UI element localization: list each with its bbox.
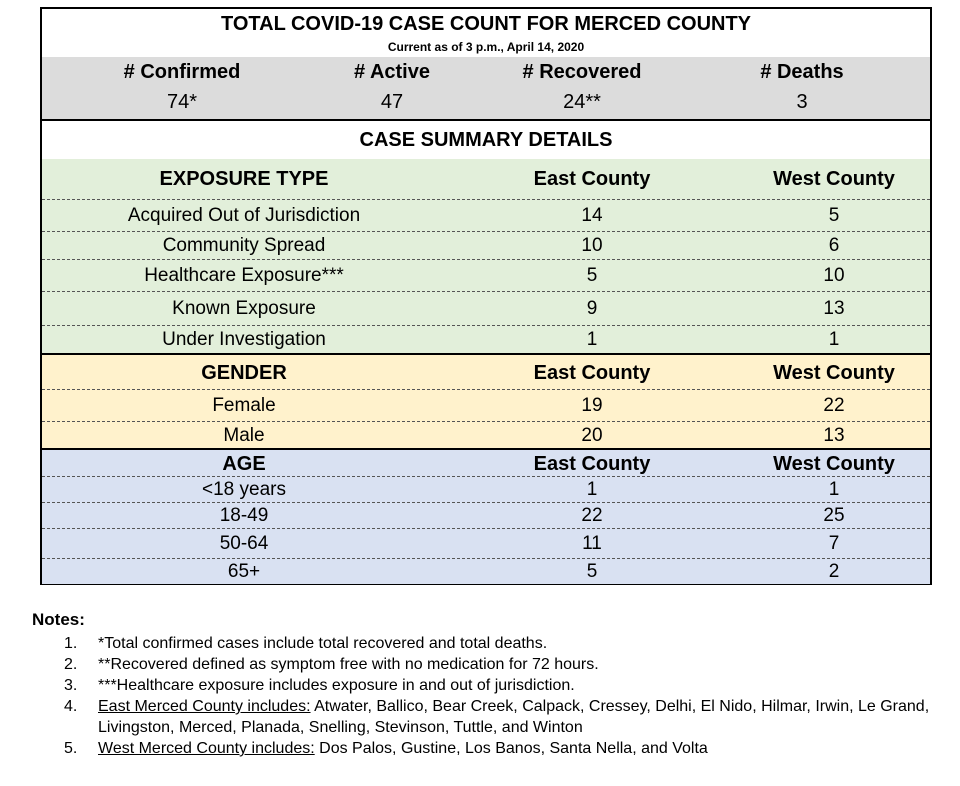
west-value: 22: [823, 395, 845, 416]
active-label: # Active: [354, 60, 430, 83]
recovered-label: # Recovered: [522, 60, 642, 83]
west-value: 2: [828, 560, 840, 582]
row-label: Female: [212, 395, 276, 416]
table-row: Known Exposure 9 13: [42, 291, 930, 326]
confirmed-value: 74*: [166, 90, 198, 113]
row-label: Community Spread: [162, 235, 326, 256]
note-text: ***Healthcare exposure includes exposure…: [98, 677, 575, 694]
east-value: 20: [581, 424, 603, 446]
note-text: *Total confirmed cases include total rec…: [98, 635, 548, 652]
east-value: 10: [581, 235, 603, 256]
age-header: AGE East County West County: [42, 448, 930, 478]
recovered-value: 24**: [563, 90, 601, 113]
west-value: 10: [823, 265, 845, 286]
confirmed-label: # Confirmed: [123, 60, 241, 83]
table-row: Community Spread 10 6: [42, 231, 930, 260]
note-item: 1. *Total confirmed cases include total …: [32, 633, 932, 654]
west-value: 13: [823, 298, 845, 319]
deaths-label: # Deaths: [760, 60, 844, 83]
table-row: <18 years 1 1: [42, 476, 930, 503]
note-number: 5.: [64, 740, 78, 757]
east-value: 1: [586, 479, 598, 500]
note-item: 2. **Recovered defined as symptom free w…: [32, 654, 932, 675]
note-text: **Recovered defined as symptom free with…: [98, 656, 599, 673]
notes-heading: Notes:: [32, 610, 85, 629]
summary-title-row: CASE SUMMARY DETAILS: [42, 119, 930, 159]
note-number: 1.: [64, 635, 78, 652]
east-county-heading: East County: [533, 452, 651, 475]
summary-title: CASE SUMMARY DETAILS: [359, 128, 613, 151]
west-value: 25: [823, 505, 845, 526]
row-label: 18-49: [219, 505, 269, 526]
west-value: 6: [828, 235, 840, 256]
age-heading: AGE: [222, 452, 266, 475]
gender-header: GENDER East County West County: [42, 353, 930, 391]
table-subtitle: Current as of 3 p.m., April 14, 2020: [387, 40, 585, 54]
note-label-east: East Merced County includes:: [98, 698, 311, 715]
east-county-heading: East County: [533, 167, 651, 190]
east-value: 19: [581, 395, 603, 416]
totals-block: # Confirmed # Active # Recovered # Death…: [42, 57, 930, 119]
row-label: Male: [223, 424, 265, 446]
east-value: 5: [586, 560, 598, 582]
east-value: 9: [586, 298, 598, 319]
row-label: Healthcare Exposure***: [144, 265, 344, 286]
row-label: Acquired Out of Jurisdiction: [127, 205, 361, 226]
gender-heading: GENDER: [201, 361, 287, 384]
active-value: 47: [380, 90, 404, 113]
note-item: 4. East Merced County includes: Atwater,…: [32, 696, 932, 738]
note-item: 5. West Merced County includes: Dos Palo…: [32, 738, 932, 759]
west-value: 7: [828, 533, 840, 554]
exposure-header: EXPOSURE TYPE East County West County: [42, 159, 930, 199]
table-row: 65+ 5 2: [42, 558, 930, 584]
note-number: 4.: [64, 698, 78, 715]
note-label-west: West Merced County includes:: [98, 740, 315, 757]
west-county-heading: West County: [773, 452, 895, 475]
note-text: Dos Palos, Gustine, Los Banos, Santa Nel…: [314, 740, 708, 757]
east-value: 22: [581, 505, 603, 526]
case-count-table: TOTAL COVID-19 CASE COUNT FOR MERCED COU…: [40, 7, 932, 585]
table-row: Under Investigation 1 1: [42, 325, 930, 354]
table-row: Male 20 13: [42, 421, 930, 449]
table-row: Acquired Out of Jurisdiction 14 5: [42, 199, 930, 232]
west-county-heading: West County: [773, 167, 895, 190]
row-label: <18 years: [202, 479, 286, 500]
west-value: 5: [828, 205, 840, 226]
exposure-type-heading: EXPOSURE TYPE: [159, 167, 329, 190]
east-value: 11: [582, 533, 602, 554]
row-label: Known Exposure: [172, 298, 316, 319]
east-county-heading: East County: [533, 361, 651, 384]
deaths-value: 3: [796, 90, 808, 113]
note-item: 3. ***Healthcare exposure includes expos…: [32, 675, 932, 696]
west-value: 1: [828, 479, 840, 500]
row-label: 65+: [227, 560, 261, 582]
table-row: 18-49 22 25: [42, 502, 930, 529]
note-number: 2.: [64, 656, 78, 673]
notes-section: Notes: 1. *Total confirmed cases include…: [32, 610, 932, 759]
west-county-heading: West County: [773, 361, 895, 384]
note-text: Atwater, Ballico, Bear Creek, Calpack, C…: [98, 698, 930, 736]
note-number: 3.: [64, 677, 78, 694]
row-label: Under Investigation: [162, 329, 326, 350]
west-value: 13: [823, 424, 845, 446]
east-value: 5: [586, 265, 598, 286]
east-value: 1: [586, 329, 598, 350]
west-value: 1: [828, 329, 840, 350]
table-title: TOTAL COVID-19 CASE COUNT FOR MERCED COU…: [220, 13, 752, 35]
table-row: 50-64 11 7: [42, 528, 930, 559]
table-row: Female 19 22: [42, 389, 930, 422]
east-value: 14: [581, 205, 603, 226]
row-label: 50-64: [219, 533, 269, 554]
table-row: Healthcare Exposure*** 5 10: [42, 259, 930, 292]
